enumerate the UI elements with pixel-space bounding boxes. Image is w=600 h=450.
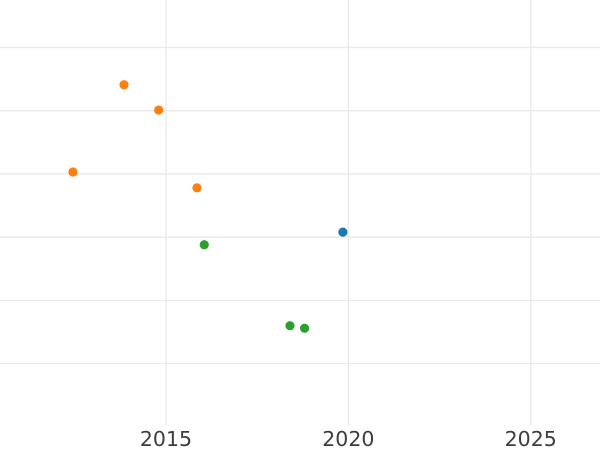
gridlines xyxy=(0,0,600,425)
data-points xyxy=(68,80,348,333)
orange-series-point xyxy=(119,80,129,90)
x-tick-label: 2025 xyxy=(505,427,557,450)
green-series-point xyxy=(285,321,295,331)
x-axis-tick-labels: 2015 2020 2025 xyxy=(140,427,557,450)
x-tick-label: 2020 xyxy=(322,427,374,450)
x-tick-label: 2015 xyxy=(140,427,192,450)
green-series-point xyxy=(299,323,310,333)
green-series-point xyxy=(199,240,209,250)
orange-series-point xyxy=(154,105,164,115)
orange-series-point xyxy=(68,167,78,177)
blue-series-point xyxy=(338,227,348,237)
orange-series-point xyxy=(192,183,202,193)
